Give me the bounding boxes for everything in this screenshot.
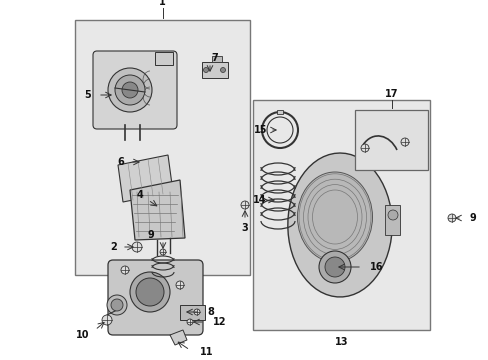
Text: 1: 1 [159,0,165,7]
Text: 11: 11 [200,347,213,357]
Circle shape [318,251,350,283]
Circle shape [132,242,142,252]
Text: 12: 12 [213,317,226,327]
Text: 17: 17 [384,89,397,99]
Bar [75,20,249,275]
Text: 6: 6 [118,157,124,167]
Circle shape [186,319,193,325]
Bar [155,52,173,65]
Text: 5: 5 [84,90,91,100]
Text: 9: 9 [469,213,476,223]
Text: 16: 16 [369,262,383,272]
Text: 14: 14 [253,195,266,205]
Bar [384,205,399,235]
Text: 3: 3 [241,223,248,233]
Circle shape [107,295,127,315]
Circle shape [108,68,152,112]
Bar [180,305,204,320]
Text: 4: 4 [136,190,143,200]
Polygon shape [287,153,391,297]
Circle shape [400,138,408,146]
Polygon shape [170,330,186,345]
Circle shape [130,272,170,312]
Circle shape [194,309,200,315]
Text: 9: 9 [147,230,154,240]
Text: 15: 15 [254,125,267,135]
FancyBboxPatch shape [93,51,177,129]
FancyBboxPatch shape [108,260,203,335]
Polygon shape [130,180,184,240]
Circle shape [241,201,248,209]
Circle shape [102,315,112,325]
Text: 13: 13 [334,337,347,347]
Text: 8: 8 [206,307,213,317]
Polygon shape [118,155,173,202]
Bar [202,62,227,78]
Circle shape [325,257,345,277]
Circle shape [160,249,165,255]
Circle shape [447,214,455,222]
Circle shape [111,299,123,311]
Circle shape [387,210,397,220]
Bar [212,56,222,62]
Circle shape [203,68,208,72]
Circle shape [360,144,368,152]
Bar [276,110,283,114]
Circle shape [121,266,129,274]
Circle shape [136,278,163,306]
Circle shape [115,75,145,105]
Ellipse shape [297,172,372,262]
Bar [252,100,429,330]
Circle shape [122,82,138,98]
Circle shape [176,281,183,289]
Text: 7: 7 [211,53,218,63]
Circle shape [220,68,225,72]
Text: 2: 2 [110,242,117,252]
Text: 10: 10 [76,330,90,340]
Bar [354,110,427,170]
